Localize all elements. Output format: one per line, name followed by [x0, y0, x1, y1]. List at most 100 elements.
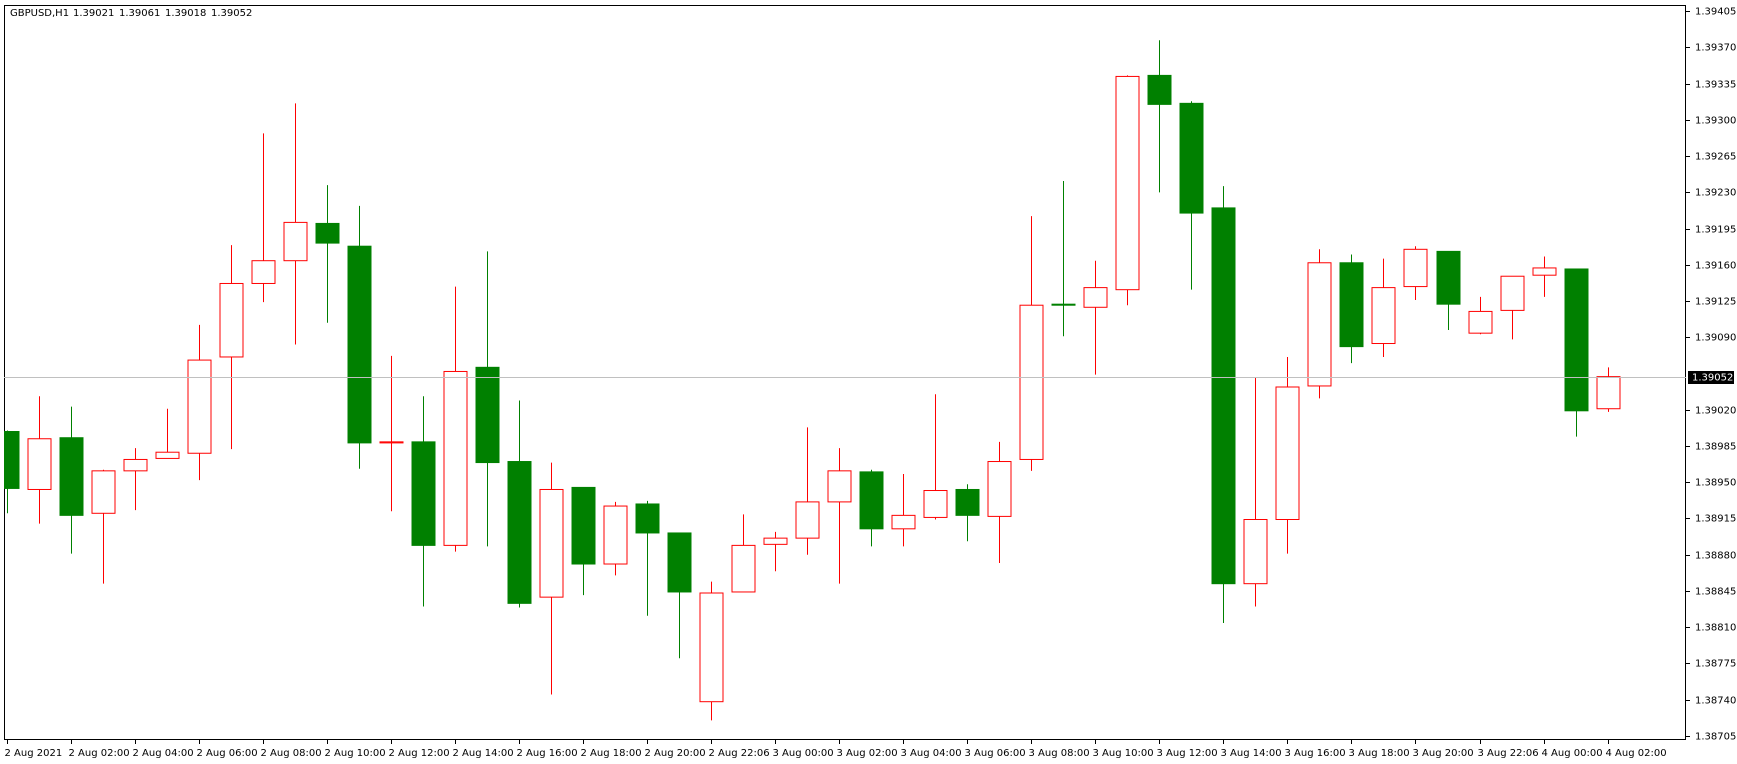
candle-body [1500, 275, 1525, 311]
x-tick-label: 3 Aug 14:00 [1221, 748, 1282, 759]
candle-body [1339, 262, 1364, 348]
candle-body [667, 532, 692, 593]
x-tick-label: 4 Aug 02:00 [1606, 748, 1667, 759]
candle-body [891, 514, 916, 530]
y-tick-label: 1.39265 [1695, 152, 1736, 163]
x-tick-label: 3 Aug 06:00 [965, 748, 1026, 759]
candle-body [315, 222, 340, 244]
y-tick-label: 1.38740 [1695, 696, 1736, 707]
candle-body [379, 441, 404, 444]
x-tick-label: 3 Aug 22:06 [1478, 748, 1539, 759]
candle-body [1019, 304, 1044, 460]
x-tick-label: 3 Aug 18:00 [1349, 748, 1410, 759]
candle-body [4, 431, 20, 489]
candle-body [1403, 248, 1428, 288]
candle-body [859, 471, 884, 530]
candle-body [507, 461, 532, 604]
x-tick-label: 3 Aug 10:00 [1093, 748, 1154, 759]
candle-body [1371, 287, 1396, 345]
y-tick-label: 1.38705 [1695, 732, 1736, 743]
x-tick-label: 2 Aug 08:00 [261, 748, 322, 759]
x-tick-label: 4 Aug 00:00 [1542, 748, 1603, 759]
candle-body [283, 221, 308, 262]
y-tick-label: 1.39160 [1695, 261, 1736, 272]
header-low: 1.39018 [165, 8, 206, 19]
y-tick-label: 1.39230 [1695, 188, 1736, 199]
y-tick-label: 1.39125 [1695, 297, 1736, 308]
y-tick-label: 1.39020 [1695, 406, 1736, 417]
candle-body [1243, 519, 1268, 585]
header-close: 1.39052 [211, 8, 252, 19]
x-tick-label: 3 Aug 02:00 [837, 748, 898, 759]
candle-body [1468, 310, 1493, 334]
y-tick-label: 1.39195 [1695, 225, 1736, 236]
y-tick-label: 1.38810 [1695, 623, 1736, 634]
candle-body [187, 359, 212, 454]
x-tick-label: 3 Aug 12:00 [1157, 748, 1218, 759]
x-tick-label: 2 Aug 04:00 [133, 748, 194, 759]
x-tick-label: 2 Aug 20:00 [645, 748, 706, 759]
candle-body [1083, 287, 1108, 308]
chart-title: GBPUSD,H1 [10, 8, 69, 19]
candle-body [443, 370, 468, 546]
candle-body [1596, 376, 1621, 410]
plot-area [4, 40, 1621, 721]
candle-body [955, 488, 980, 516]
candle-body [475, 366, 500, 464]
candle-body [411, 441, 436, 546]
candle-body [1179, 102, 1204, 214]
candle-body [123, 458, 148, 472]
candle-body [1532, 267, 1557, 276]
y-tick-label: 1.38845 [1695, 587, 1736, 598]
x-tick-label: 2 Aug 2021 [5, 748, 63, 759]
candle-body [987, 461, 1012, 517]
x-tick-label: 2 Aug 22:06 [709, 748, 770, 759]
x-tick-label: 2 Aug 14:00 [453, 748, 514, 759]
y-tick-label: 1.38775 [1695, 659, 1736, 670]
x-tick-label: 2 Aug 06:00 [197, 748, 258, 759]
candle-body [219, 282, 244, 358]
x-tick-label: 2 Aug 10:00 [325, 748, 386, 759]
candle-body [571, 486, 596, 565]
y-tick-label: 1.39405 [1695, 7, 1736, 18]
x-tick-label: 2 Aug 12:00 [389, 748, 450, 759]
current-price-box [1688, 371, 1734, 384]
candle-body [1564, 268, 1589, 412]
candle-body [1275, 386, 1300, 520]
candle-body [1051, 303, 1076, 306]
x-tick-label: 3 Aug 04:00 [901, 748, 962, 759]
candle-body [91, 470, 116, 514]
current-price-label: 1.39052 [1692, 373, 1733, 384]
x-tick-label: 3 Aug 08:00 [1029, 748, 1090, 759]
y-tick-label: 1.38950 [1695, 478, 1736, 489]
candle-body [155, 451, 180, 459]
plot-frame [4, 5, 1686, 740]
candle-body [1436, 250, 1461, 305]
x-tick-label: 3 Aug 00:00 [773, 748, 834, 759]
candle-body [59, 437, 84, 516]
x-tick-label: 2 Aug 16:00 [517, 748, 578, 759]
y-tick-label: 1.39370 [1695, 43, 1736, 54]
header-open: 1.39021 [73, 8, 114, 19]
candle-body [923, 490, 948, 518]
candle-body [251, 260, 276, 284]
candle-body [1307, 262, 1332, 387]
candle-body [603, 505, 628, 565]
x-tick-label: 2 Aug 02:00 [69, 748, 130, 759]
candle-body [1115, 75, 1140, 291]
header-high: 1.39061 [119, 8, 160, 19]
candle-body [27, 438, 52, 490]
candle-body [347, 245, 372, 444]
candle-body [827, 470, 852, 503]
candle-body [795, 501, 820, 539]
candle-body [763, 537, 788, 545]
candle-body [635, 503, 660, 534]
x-tick-label: 3 Aug 16:00 [1285, 748, 1346, 759]
x-tick-label: 2 Aug 18:00 [581, 748, 642, 759]
y-tick-label: 1.38880 [1695, 551, 1736, 562]
y-tick-label: 1.38985 [1695, 442, 1736, 453]
candle-body [539, 488, 564, 598]
y-tick-label: 1.39090 [1695, 333, 1736, 344]
